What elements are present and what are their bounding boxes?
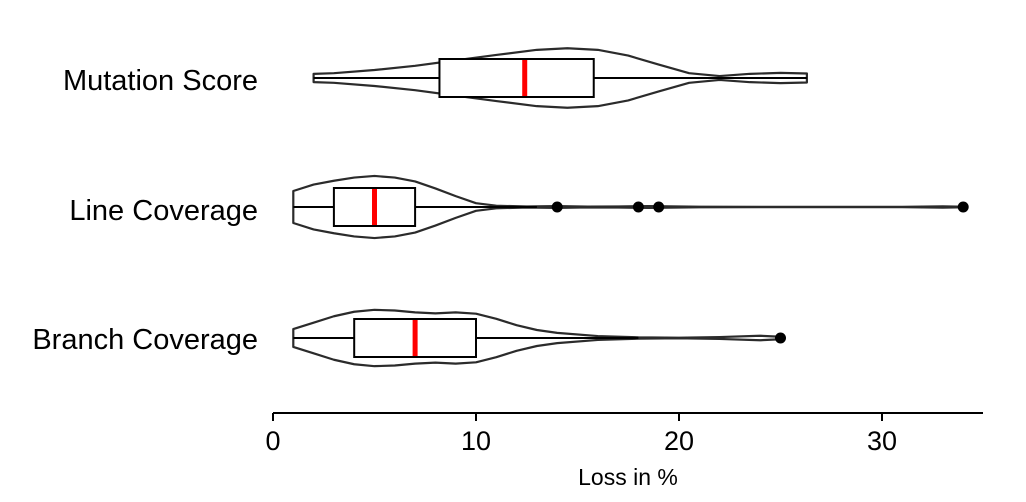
outlier-line-coverage-0 — [551, 201, 563, 213]
violin-group-branch-coverage — [292, 308, 786, 368]
violin-group-mutation-score — [312, 47, 808, 109]
category-label-branch-coverage: Branch Coverage — [32, 324, 258, 356]
outlier-line-coverage-3 — [957, 201, 969, 213]
violins-layer — [292, 47, 969, 368]
box-mutation-score — [438, 58, 595, 98]
x-axis-ticks: 0 10 20 30 — [265, 413, 897, 456]
violin-group-line-coverage — [292, 174, 969, 240]
outlier-line-coverage-1 — [632, 201, 644, 213]
x-tick-label-0: 0 — [265, 426, 280, 456]
x-tick-label-10: 10 — [461, 426, 491, 456]
x-axis-title: Loss in % — [578, 464, 678, 490]
category-label-line-coverage: Line Coverage — [69, 195, 258, 227]
x-tick-label-20: 20 — [664, 426, 694, 456]
outlier-branch-coverage-0 — [775, 332, 786, 344]
x-tick-label-30: 30 — [867, 426, 897, 456]
outlier-line-coverage-2 — [653, 201, 665, 213]
category-label-mutation-score: Mutation Score — [63, 65, 258, 97]
